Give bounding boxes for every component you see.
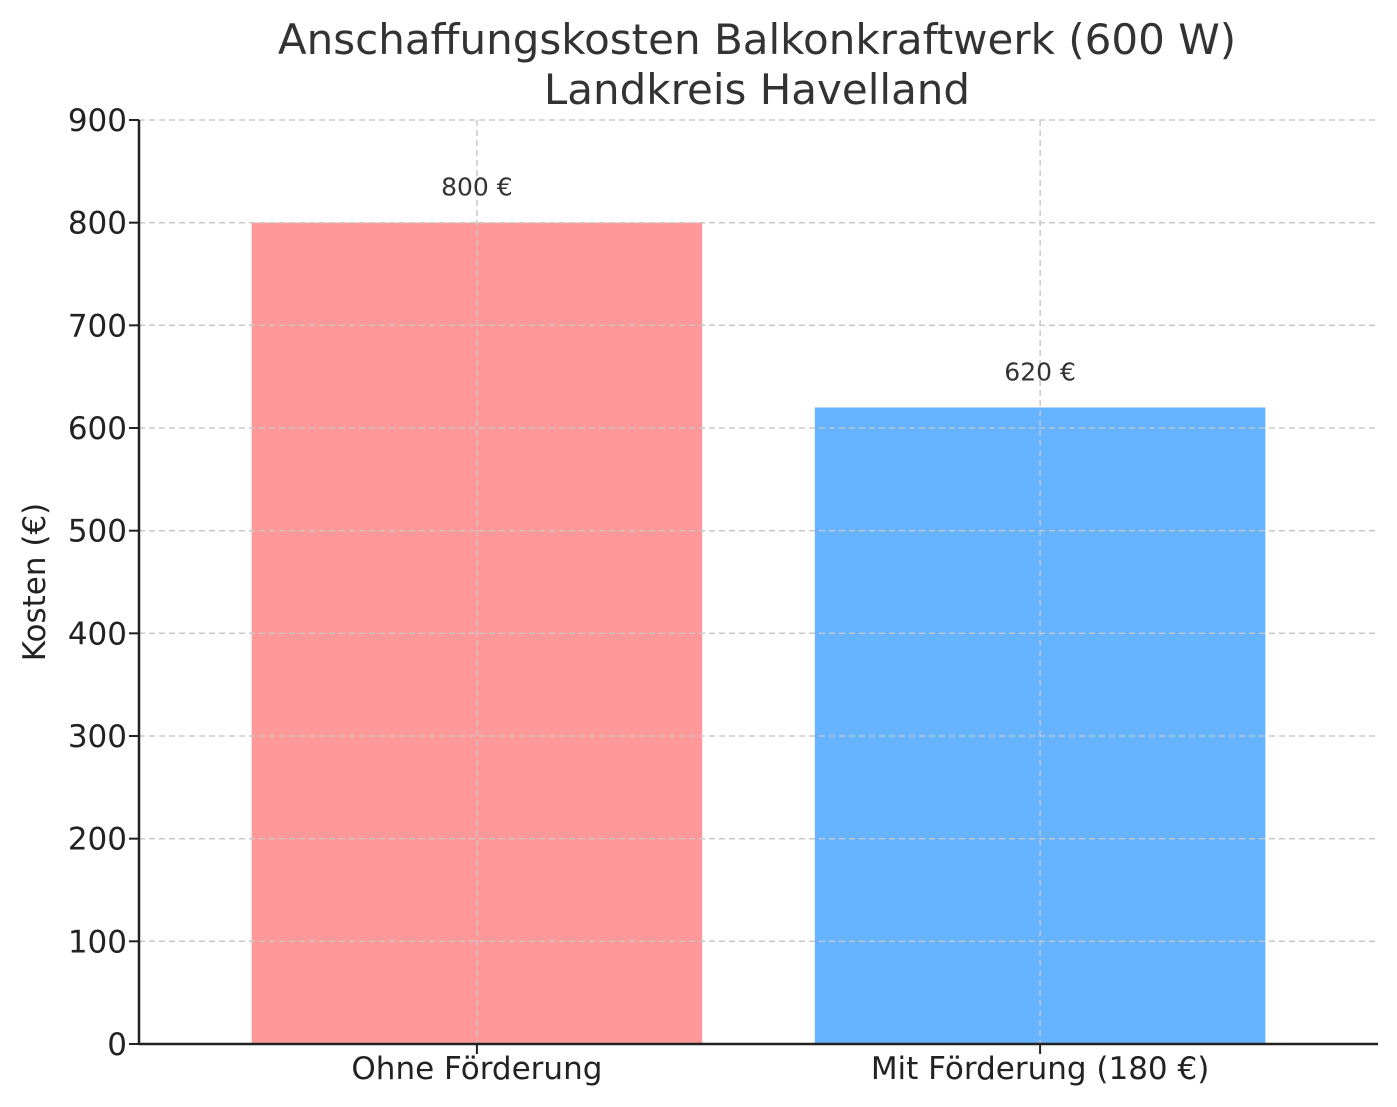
y-tick-label: 100 — [68, 924, 127, 960]
y-tick-label: 0 — [107, 1027, 127, 1063]
y-axis-label: Kosten (€) — [17, 503, 53, 662]
y-tick-label: 300 — [68, 719, 127, 755]
axis-layer: 0 100 200 300 400 500 600 700 800 900 Ohne Förderu… — [68, 103, 1378, 1087]
y-tick-label: 400 — [68, 616, 127, 652]
x-tick-label: Ohne Förderung — [351, 1051, 602, 1087]
y-tick-label: 900 — [68, 103, 127, 139]
bar-value-label: 800 € — [441, 173, 513, 202]
chart-title-line-2: Landkreis Havelland — [544, 65, 970, 114]
label-layer: 800 € 620 € — [441, 173, 1076, 387]
bar-value-label: 620 € — [1004, 357, 1076, 386]
y-tick-label: 500 — [68, 514, 127, 550]
y-tick-label: 700 — [68, 308, 127, 344]
chart-title-line-1: Anschaffungskosten Balkonkraftwerk (600 … — [278, 15, 1236, 64]
y-tick-label: 800 — [68, 206, 127, 242]
x-tick-label: Mit Förderung (180 €) — [871, 1051, 1210, 1087]
bar-layer — [139, 119, 1378, 1045]
y-tick-label: 200 — [68, 822, 127, 858]
y-tick-label: 600 — [68, 411, 127, 447]
